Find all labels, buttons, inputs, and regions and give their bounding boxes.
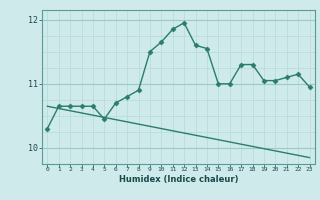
X-axis label: Humidex (Indice chaleur): Humidex (Indice chaleur) <box>119 175 238 184</box>
